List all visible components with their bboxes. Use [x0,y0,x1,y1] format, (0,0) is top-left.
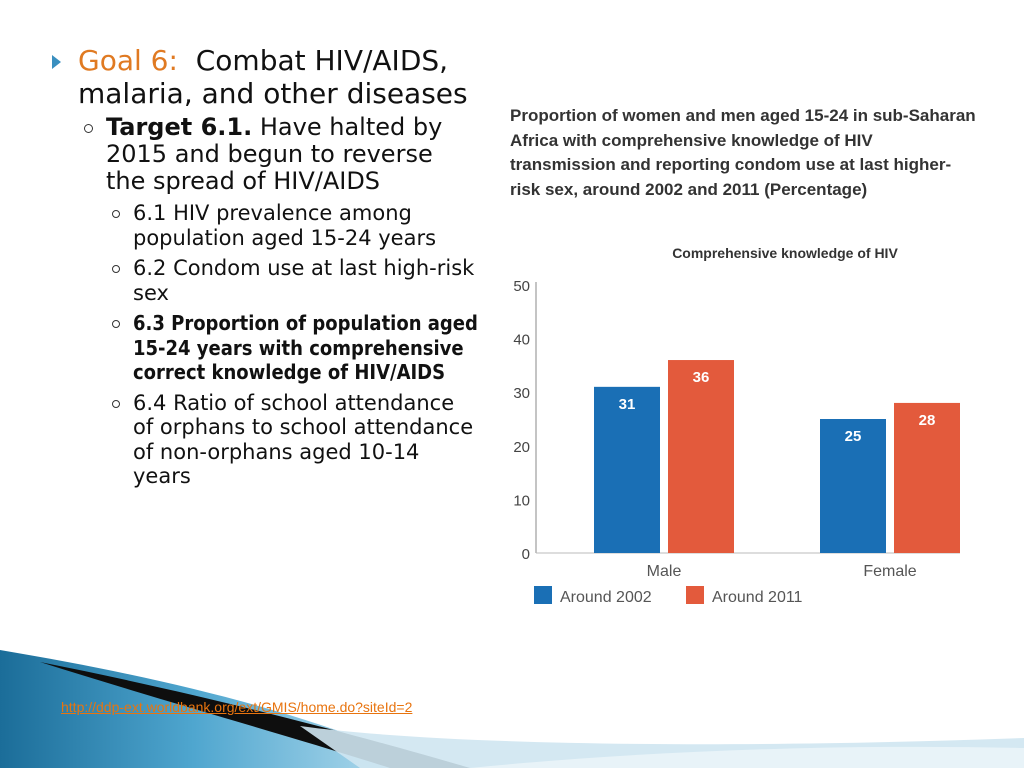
y-tick-label: 10 [513,492,530,509]
indicator-item-6-2: 6.2 Condom use at last high-risk sex [48,256,478,305]
arrow-bullet-icon [52,55,61,69]
indicator-text: 6.1 HIV prevalence among population aged… [133,201,437,250]
x-category-label: Female [863,563,916,580]
goal-title: Combat HIV/AIDS, malaria, and other dise… [78,44,468,110]
bar-chart: Comprehensive knowledge of HIV 0 10 20 30 40… [513,245,960,606]
bar [894,402,960,553]
indicator-text: 6.2 Condom use at last high-risk sex [133,256,475,305]
goal-label: Goal 6: [78,44,178,77]
target-label: Target 6.1. [106,113,253,141]
goal-item: Goal 6: Combat HIV/AIDS, malaria, and ot… [48,44,478,110]
ring-bullet-icon [112,265,120,273]
bar [668,360,734,553]
bar-value-label: 36 [693,369,710,386]
bar [594,386,660,553]
bar-value-label: 25 [845,428,862,445]
y-tick-label: 50 [513,278,530,295]
chart-title: Proportion of women and men aged 15-24 i… [510,106,976,199]
target-text: Have halted by 2015 and begun to reverse… [106,113,443,195]
chart-subtitle: Comprehensive knowledge of HIV [672,245,898,261]
footer-swoosh-decoration [0,650,1024,768]
legend-label: Around 2002 [560,589,652,606]
ring-bullet-icon [112,399,120,408]
bullet-list: Goal 6: Combat HIV/AIDS, malaria, and ot… [48,44,478,489]
y-tick-label: 40 [513,332,530,349]
x-category-label: Male [647,563,682,580]
source-link[interactable]: http://ddp-ext.worldbank.org/ext/GMIS/ho… [61,699,413,715]
indicator-item-6-1: 6.1 HIV prevalence among population aged… [48,201,478,250]
bar-value-label: 31 [619,396,636,413]
target-item: Target 6.1. Have halted by 2015 and begu… [48,114,478,195]
ring-bullet-icon [112,210,120,218]
indicator-text: 6.4 Ratio of school attendance of orphan… [133,390,474,489]
legend-swatch [534,586,552,604]
ring-bullet-icon [112,320,120,328]
y-tick-label: 30 [513,385,530,402]
y-tick-label: 0 [522,546,530,563]
indicator-item-6-3: 6.3 Proportion of population aged 15-24 … [48,311,478,385]
y-tick-label: 20 [513,439,530,456]
bar [820,419,886,553]
indicator-text: 6.3 Proportion of population aged 15-24 … [133,311,478,384]
bar-value-label: 28 [919,412,936,429]
legend-swatch [686,586,704,604]
indicator-item-6-4: 6.4 Ratio of school attendance of orphan… [48,391,478,489]
legend-label: Around 2011 [712,589,803,606]
ring-bullet-icon [84,124,93,133]
